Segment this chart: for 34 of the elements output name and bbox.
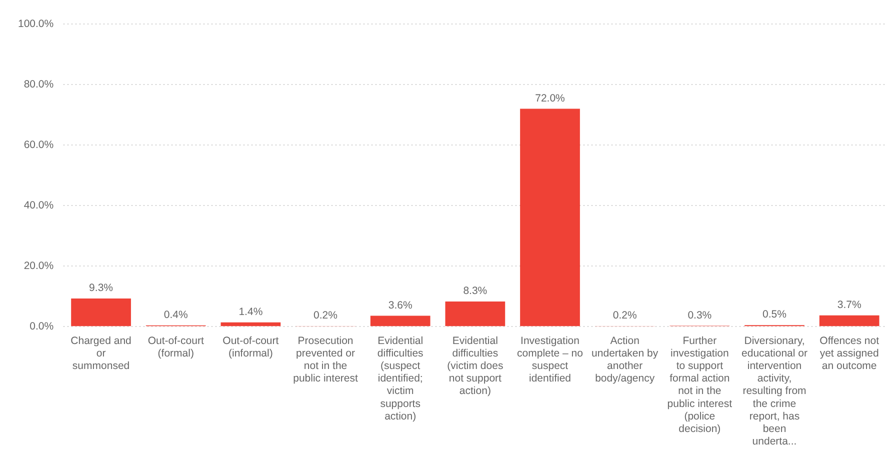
y-tick-label: 20.0% bbox=[24, 260, 54, 272]
x-tick-label: Evidential difficulties (victim does not support action) bbox=[447, 334, 504, 398]
data-label: 0.2% bbox=[314, 310, 338, 322]
x-tick-label: Out-of-court (formal) bbox=[148, 334, 204, 360]
bar bbox=[520, 108, 580, 326]
data-label: 72.0% bbox=[535, 92, 565, 104]
data-label: 1.4% bbox=[238, 306, 263, 318]
data-label: 0.4% bbox=[164, 309, 188, 322]
data-label: 0.2% bbox=[612, 310, 637, 322]
bar bbox=[370, 316, 430, 326]
x-tick-label: Charged and or summonsed bbox=[70, 334, 132, 372]
x-tick-label: Prosecution prevented or not in the public interest bbox=[293, 334, 358, 385]
data-label: 9.3% bbox=[89, 282, 113, 294]
bar bbox=[819, 315, 880, 326]
x-tick-label: Out-of-court (informal) bbox=[222, 334, 279, 360]
data-label: 3.6% bbox=[388, 299, 412, 312]
category-label: Diversionary, educational or intervention activity, resulting from the crime report, has been underta... bbox=[742, 334, 808, 448]
bar bbox=[220, 322, 281, 326]
y-tick-label: 80.0% bbox=[24, 78, 54, 90]
y-tick-label: 40.0% bbox=[24, 199, 54, 212]
data-label: 0.5% bbox=[762, 308, 786, 321]
y-tick-label: 0.0% bbox=[30, 320, 54, 332]
x-tick-label: Investigation complete – no suspect identified bbox=[517, 334, 584, 385]
x-tick-label: Further investigation to support formal action not in the public interest (police decision) bbox=[667, 334, 732, 435]
x-tick-label: Evidential difficulties (suspect identified; victim supports action) bbox=[377, 334, 424, 422]
y-tick-label: 100.0% bbox=[18, 18, 54, 30]
bar bbox=[71, 298, 131, 326]
data-label: 8.3% bbox=[463, 285, 488, 298]
x-tick-label: Offences not yet assigned an outcome bbox=[820, 334, 880, 372]
y-tick-label: 60.0% bbox=[24, 138, 54, 151]
data-label: 3.7% bbox=[837, 299, 862, 312]
x-tick-label: Action undertaken by another body/agency bbox=[592, 334, 659, 385]
bar bbox=[445, 301, 506, 326]
data-label: 0.3% bbox=[688, 309, 712, 322]
